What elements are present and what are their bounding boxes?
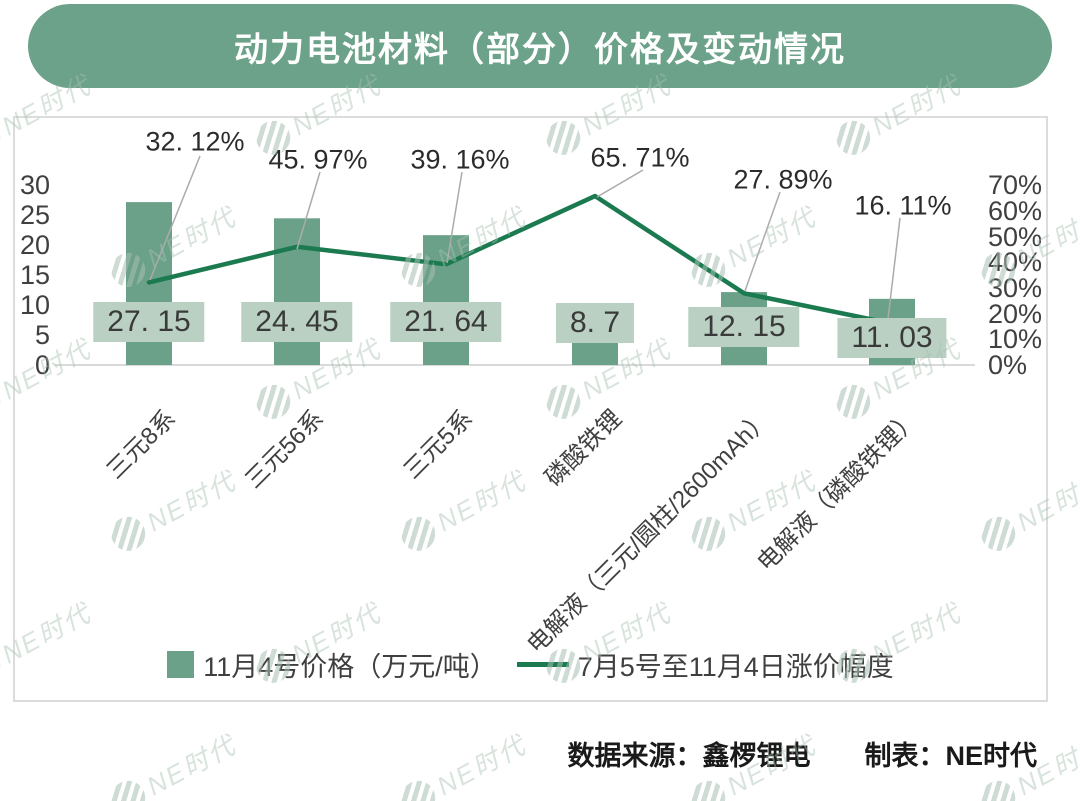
ne-times-logo-icon <box>684 774 731 801</box>
source-row: 数据来源：鑫椤锂电 制表：NE时代 <box>0 734 1080 773</box>
chart-title-banner: 动力电池材料（部分）价格及变动情况 <box>28 4 1052 88</box>
chart-title: 动力电池材料（部分）价格及变动情况 <box>234 30 846 69</box>
legend-bar-swatch <box>167 650 195 678</box>
data-source-text: 数据来源：鑫椤锂电 <box>567 741 811 771</box>
legend: 11月4号价格（万元/吨） 7月5号至11月4日涨价幅度 <box>13 645 1048 683</box>
legend-line-swatch <box>516 661 569 667</box>
ne-times-logo-icon <box>974 774 1021 801</box>
ne-times-logo-icon <box>0 114 6 161</box>
legend-bar-label: 11月4号价格（万元/吨） <box>203 651 497 682</box>
chart-plot-area <box>13 116 1048 702</box>
legend-line-label: 7月5号至11月4日涨价幅度 <box>577 651 894 682</box>
ne-times-logo-icon <box>104 774 151 801</box>
table-maker-text: 制表：NE时代 <box>864 741 1037 771</box>
ne-times-logo-icon <box>0 378 6 425</box>
ne-times-logo-icon <box>0 642 6 689</box>
ne-times-logo-icon <box>394 774 441 801</box>
